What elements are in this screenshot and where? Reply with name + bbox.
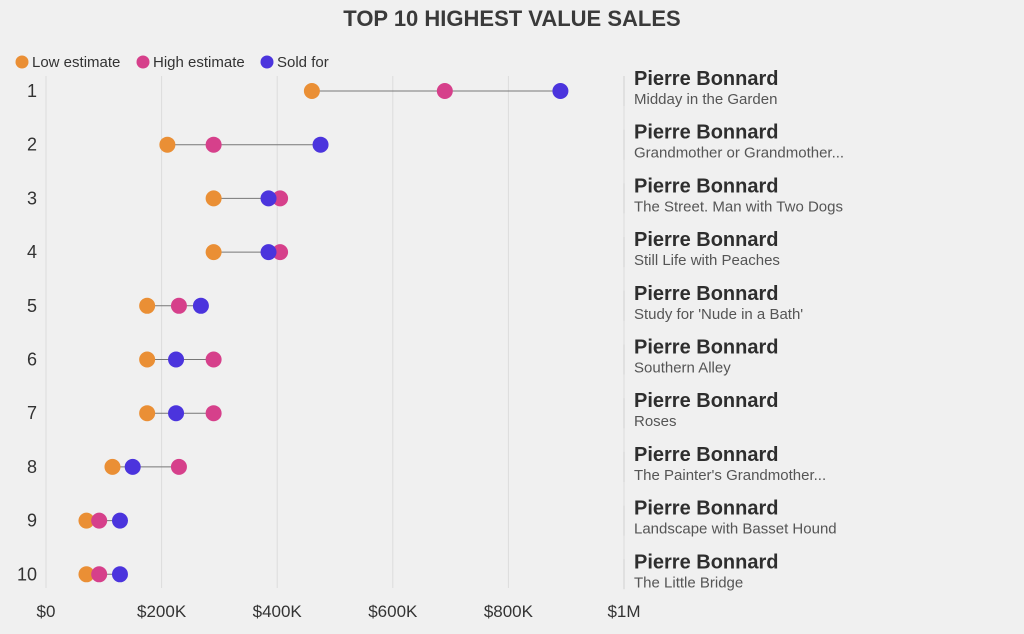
rank-label: 6 [27,350,37,370]
dot-high [205,405,222,422]
artist-name: Pierre Bonnard [634,229,778,251]
artwork-title: Study for 'Nude in a Bath' [634,306,803,323]
dot-low [205,244,222,261]
x-tick-label: $400K [253,602,303,621]
legend-label-sold: Sold for [277,54,329,71]
dot-high [170,458,187,475]
rank-label: 9 [27,511,37,531]
dot-high [272,244,289,261]
legend-marker-high [136,55,150,69]
rank-label: 2 [27,135,37,155]
dot-high [272,190,289,207]
chart-title: TOP 10 HIGHEST VALUE SALES [343,6,680,31]
artwork-title: Southern Alley [634,360,731,377]
dot-low [159,136,176,153]
artist-name: Pierre Bonnard [634,337,778,359]
chart-rows: 1 2 3 4 5 6 7 8 9 10 [17,81,569,584]
dot-high [436,83,453,99]
artist-name: Pierre Bonnard [634,122,778,144]
rank-label: 5 [27,296,37,316]
grid-lines [45,76,625,588]
legend-label-high: High estimate [153,54,245,71]
dot-sold [552,83,569,99]
dot-low [205,190,222,207]
dot-sold [260,244,277,261]
rank-label: 1 [27,81,37,101]
dot-low [139,405,156,422]
x-tick-label: $800K [484,602,534,621]
dot-sold [312,136,329,153]
rank-label: 7 [27,403,37,423]
dot-sold [168,405,185,422]
artist-name: Pierre Bonnard [634,551,778,573]
rank-label: 10 [17,564,37,584]
artwork-title: Midday in the Garden [634,91,777,108]
x-axis: $0 $200K $400K $600K $800K $1M [37,602,641,621]
artwork-title: The Street. Man with Two Dogs [634,198,843,215]
rank-label: 8 [27,457,37,477]
dot-high [170,297,187,314]
dot-high [205,351,222,368]
artist-name: Pierre Bonnard [634,283,778,305]
artist-name: Pierre Bonnard [634,68,778,90]
artwork-title: The Painter's Grandmother... [634,467,826,484]
legend-marker-low [15,55,29,69]
artist-name: Pierre Bonnard [634,390,778,412]
artist-name: Pierre Bonnard [634,498,778,520]
dot-sold [111,512,128,529]
artwork-title: Landscape with Basset Hound [634,521,837,538]
dot-low [78,566,95,583]
x-tick-label: $600K [368,602,418,621]
dot-sold [168,351,185,368]
x-tick-label: $200K [137,602,187,621]
legend-label-low: Low estimate [32,54,120,71]
dot-high [91,566,108,583]
artwork-title: Grandmother or Grandmother... [634,145,844,162]
dot-sold [111,566,128,583]
dot-low [139,351,156,368]
dot-low [78,512,95,529]
x-tick-label: $1M [607,602,640,621]
artwork-title: Roses [634,413,677,430]
artwork-title: The Little Bridge [634,574,743,591]
artist-name: Pierre Bonnard [634,175,778,197]
artwork-title: Still Life with Peaches [634,252,780,269]
dot-sold [260,190,277,207]
dot-high [205,136,222,153]
dot-sold [192,297,209,314]
artist-name: Pierre Bonnard [634,444,778,466]
dot-low [104,458,121,475]
x-tick-label: $0 [37,602,56,621]
dot-high [91,512,108,529]
dot-low [303,83,320,99]
rank-label: 4 [27,242,37,262]
dot-sold [124,458,141,475]
dot-low [139,297,156,314]
legend: Low estimate High estimate Sold for [15,54,329,71]
rank-label: 3 [27,188,37,208]
legend-marker-sold [260,55,274,69]
